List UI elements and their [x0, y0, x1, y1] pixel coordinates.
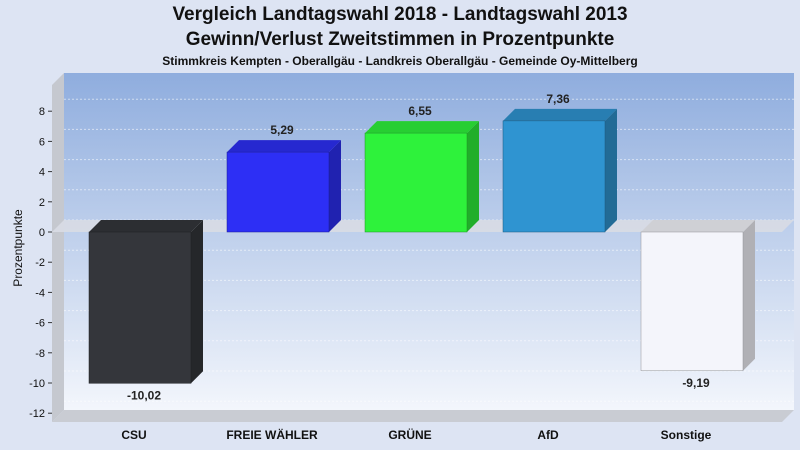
y-tick-label: -10	[29, 378, 45, 390]
chart-title: Vergleich Landtagswahl 2018 - Landtagswa…	[172, 4, 628, 25]
y-tick-label: 6	[39, 136, 45, 148]
bar-grüne	[364, 121, 479, 233]
data-label: 5,29	[270, 123, 294, 137]
y-tick-label: 0	[39, 227, 45, 239]
data-label: -9,19	[682, 376, 710, 390]
y-tick-label: -8	[35, 348, 45, 360]
y-tick-label: -6	[35, 318, 45, 330]
bar-sonstige	[640, 220, 755, 372]
x-tick-label: FREIE WÄHLER	[226, 427, 318, 442]
chart-subtitle-region: Stimmkreis Kempten - Oberallgäu - Landkr…	[162, 54, 638, 68]
y-tick-label: -4	[35, 287, 45, 299]
chart-subtitle: Gewinn/Verlust Zweitstimmen in Prozentpu…	[185, 29, 615, 50]
bar-afd	[502, 108, 617, 233]
plot-left-wall	[52, 73, 64, 422]
y-tick-label: -12	[29, 408, 45, 420]
plot-floor	[52, 410, 794, 422]
x-tick-label: CSU	[121, 428, 146, 442]
x-tick-label: AfD	[537, 428, 559, 442]
y-axis-label: Prozentpunkte	[11, 209, 25, 287]
bar-csu	[88, 220, 203, 384]
x-tick-label: GRÜNE	[388, 427, 431, 442]
y-tick-label: 2	[39, 197, 45, 209]
data-label: 7,36	[546, 92, 570, 106]
bar-freie-wähler	[226, 140, 341, 233]
y-tick-label: 8	[39, 106, 45, 118]
x-tick-label: Sonstige	[661, 428, 712, 442]
data-label: -10,02	[127, 388, 161, 402]
y-tick-label: -2	[35, 257, 45, 269]
data-label: 6,55	[408, 104, 432, 118]
y-tick-label: 4	[39, 167, 45, 179]
